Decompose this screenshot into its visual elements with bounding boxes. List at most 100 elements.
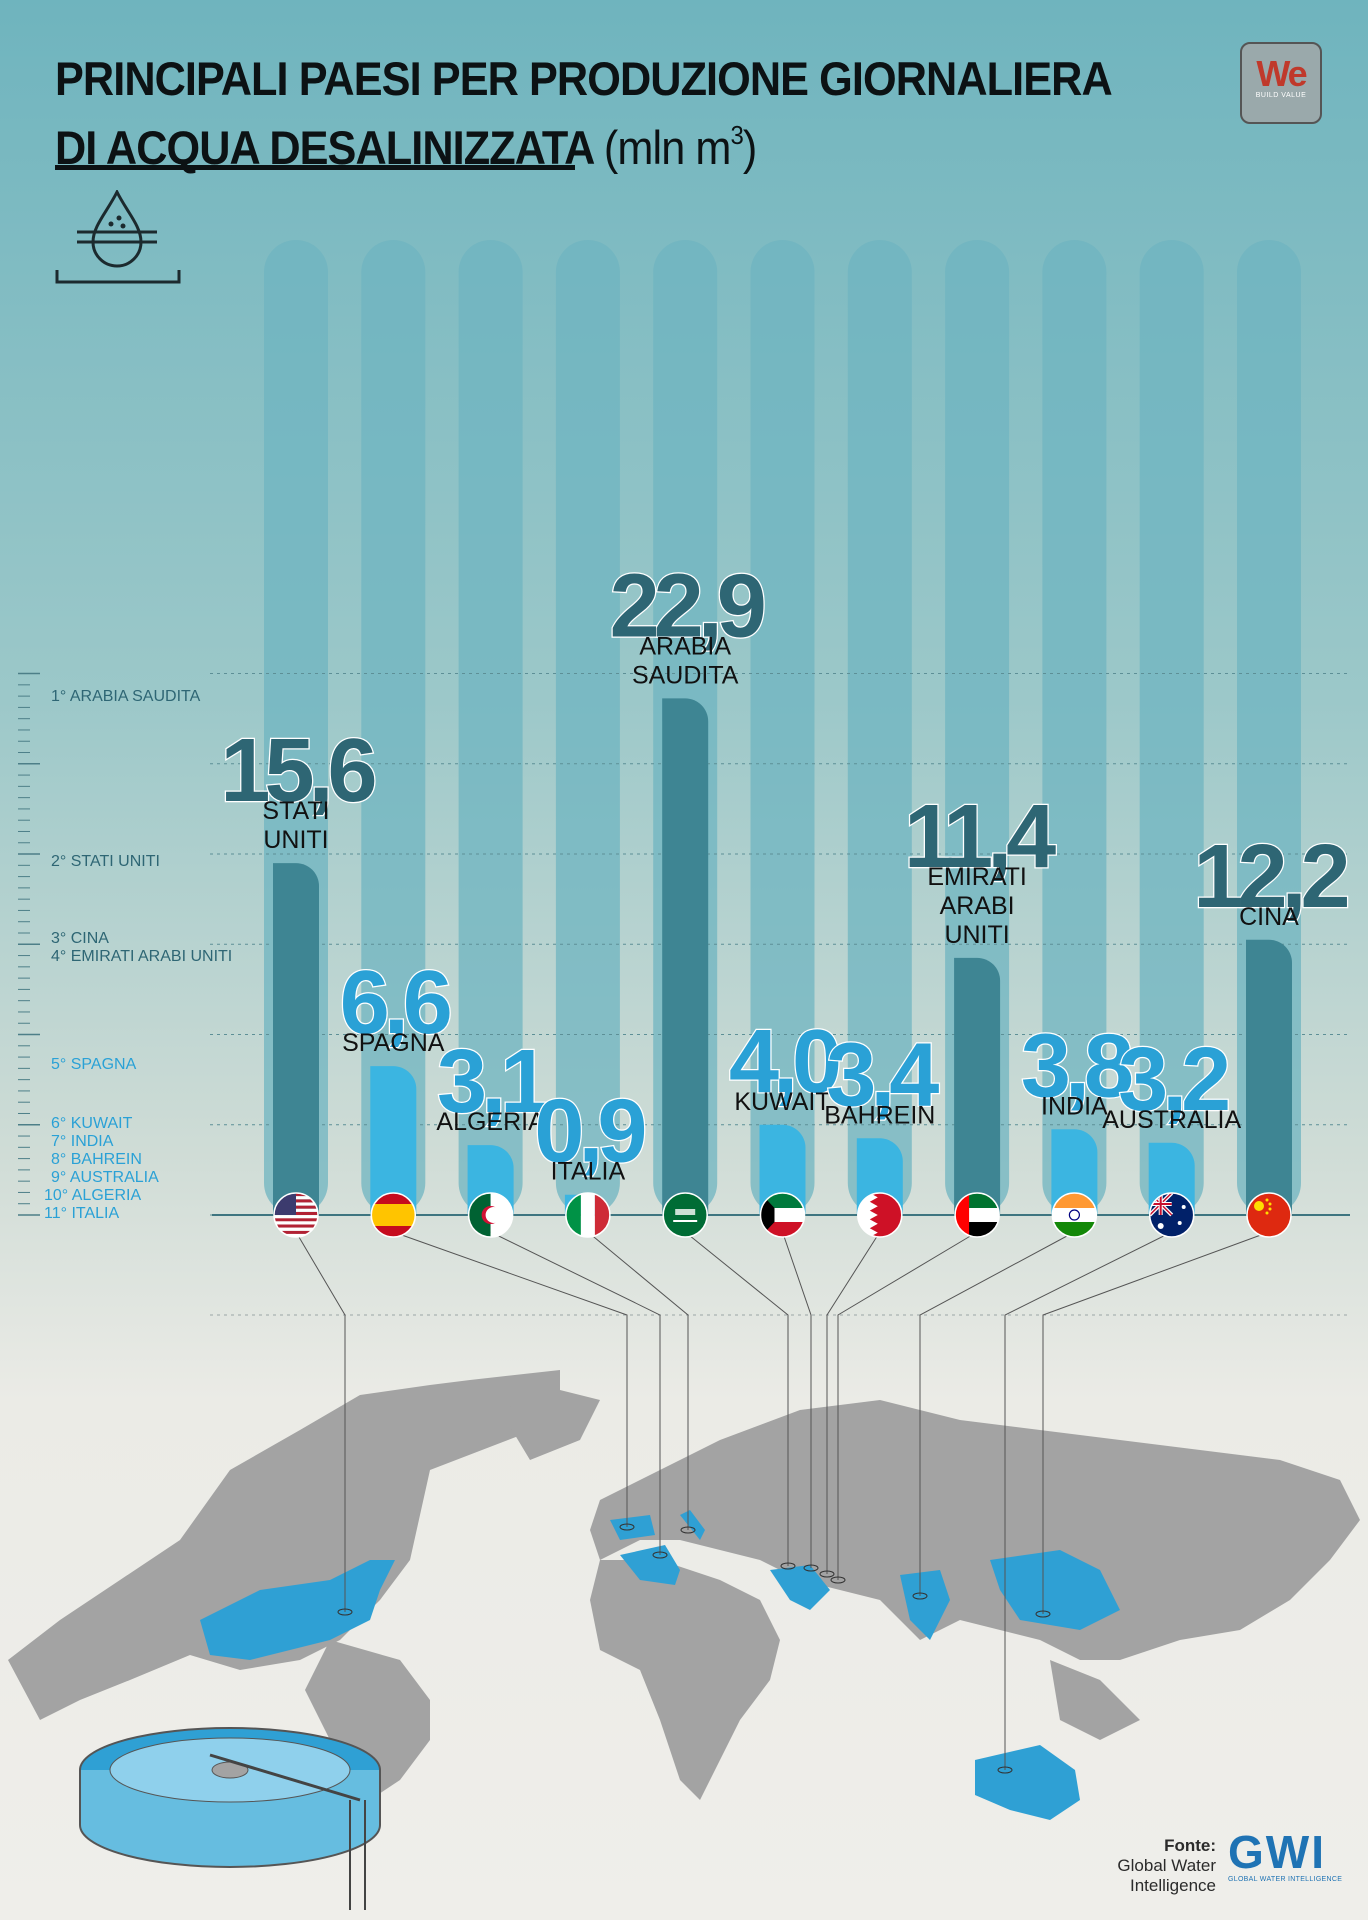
category-label: SPAGNA	[342, 1029, 445, 1057]
category-label: UNITI	[263, 826, 328, 854]
value-label: 11,4	[904, 787, 1056, 887]
rank-item: 5° SPAGNA	[51, 1056, 137, 1074]
leader-line	[919, 1231, 1075, 1596]
category-label: UNITI	[944, 921, 1009, 949]
value-label: 3,2	[1118, 1030, 1228, 1130]
bar-stati-uniti	[273, 863, 319, 1215]
map-pin	[680, 1526, 696, 1534]
map-land-africa	[590, 1560, 780, 1800]
map-land-south-america	[305, 1640, 430, 1800]
we-build-value-logo: We BUILD VALUE	[1240, 42, 1322, 124]
italy-flag	[565, 1192, 611, 1238]
bar-labels: 15,6STATIUNITI6,6SPAGNA3,1ALGERIA0,9ITAL…	[219, 555, 1355, 1186]
gwi-logo-letters: GWI	[1228, 1826, 1326, 1878]
map-pin	[619, 1523, 635, 1531]
category-label: INDIA	[1041, 1092, 1108, 1120]
leader-line	[295, 1231, 346, 1612]
map-land-southeast-asia	[1050, 1660, 1140, 1740]
title-unit-close: )	[742, 121, 757, 174]
australia-flag	[1148, 1192, 1195, 1238]
background-column	[361, 240, 426, 1215]
leader-line	[587, 1231, 689, 1530]
logo-text: We	[1256, 53, 1307, 94]
map-highlight-australia	[975, 1745, 1080, 1820]
page-title: PRINCIPALI PAESI PER PRODUZIONE GIORNALI…	[55, 50, 1113, 176]
background-column	[750, 240, 815, 1215]
saudi-arabia-flag	[662, 1192, 708, 1238]
flags	[273, 1192, 1292, 1238]
background-column	[555, 240, 620, 1215]
value-label: 3,8	[1021, 1016, 1132, 1116]
bar-emirati-arabi-uniti	[954, 957, 1001, 1215]
category-label: EMIRATI	[927, 863, 1027, 891]
bar-arabia-saudita	[662, 698, 709, 1215]
map-pin	[652, 1551, 668, 1559]
category-label: KUWAIT	[734, 1088, 830, 1116]
value-label: 0,9	[534, 1082, 644, 1182]
map-pin	[1035, 1610, 1051, 1618]
map-land-americas	[8, 1370, 560, 1720]
value-label: 4,0	[729, 1012, 839, 1112]
rank-item: 11° ITALIA	[44, 1204, 120, 1222]
gwi-logo: GWI GLOBAL WATER INTELLIGENCE	[1228, 1828, 1344, 1883]
desalination-tank-illustration	[79, 1727, 381, 1910]
map-highlight-algeria	[620, 1545, 680, 1585]
rank-item: 8° BAHREIN	[51, 1150, 142, 1168]
rank-item: 6° KUWAIT	[51, 1114, 133, 1132]
rank-item: 1° ARABIA SAUDITA	[51, 688, 201, 706]
category-label: ARABI	[940, 892, 1015, 920]
water-drop-icon	[55, 190, 181, 284]
algeria-flag	[467, 1192, 514, 1238]
map-highlight-arabia	[770, 1565, 830, 1610]
value-label: 3,1	[437, 1032, 548, 1132]
bar-spagna	[370, 1066, 417, 1215]
map-pin	[912, 1592, 928, 1600]
rank-item: 9° AUSTRALIA	[51, 1168, 159, 1186]
rank-item: 4° EMIRATI ARABI UNITI	[51, 947, 233, 965]
title-unit-text: (mln m	[603, 121, 732, 174]
usa-flag	[273, 1192, 319, 1238]
category-label: AUSTRALIA	[1102, 1106, 1241, 1134]
category-label: ARABIA	[639, 632, 731, 660]
source-credit: Fonte: Global Water Intelligence	[1100, 1836, 1216, 1896]
bar-kuwait	[759, 1124, 806, 1215]
rank-item: 10° ALGERIA	[44, 1186, 142, 1204]
leader-line	[826, 1231, 881, 1574]
category-label: ALGERIA	[436, 1108, 545, 1136]
map-land-eurasia	[590, 1400, 1360, 1660]
map-highlight-usa	[200, 1560, 395, 1660]
bar-cina	[1246, 939, 1292, 1215]
value-label: 3,4	[826, 1025, 939, 1125]
logo-subtext: BUILD VALUE	[1255, 92, 1307, 99]
source-line-2: Intelligence	[1129, 1876, 1216, 1895]
leader-line	[684, 1231, 789, 1566]
map-land-greenland	[500, 1390, 600, 1460]
title-line-1: PRINCIPALI PAESI PER PRODUZIONE GIORNALI…	[55, 52, 1113, 105]
map-pin	[337, 1608, 353, 1616]
background-column	[1139, 240, 1204, 1215]
leader-line	[1042, 1231, 1270, 1614]
value-label: 12,2	[1193, 827, 1347, 927]
title-unit: (mln m3)	[603, 120, 757, 174]
map-highlight-spain	[610, 1515, 655, 1540]
title-unit-sup: 3	[730, 120, 744, 150]
rank-item: 2° STATI UNITI	[51, 853, 160, 871]
title-underline	[55, 165, 575, 170]
map-pin	[780, 1562, 796, 1570]
category-label: CINA	[1239, 903, 1299, 931]
india-flag	[1051, 1192, 1098, 1238]
category-label: ITALIA	[551, 1158, 626, 1186]
leader-line	[490, 1231, 661, 1555]
map-highlight-china	[990, 1550, 1120, 1630]
category-label: SAUDITA	[632, 661, 739, 689]
category-label: STATI	[262, 797, 329, 825]
background-column	[1042, 240, 1107, 1215]
value-label: 15,6	[220, 721, 374, 821]
value-label: 22,9	[610, 556, 764, 656]
map-pin	[997, 1766, 1013, 1774]
bar-india	[1051, 1129, 1098, 1215]
map-pin	[830, 1576, 846, 1584]
source-line-1: Global Water	[1117, 1856, 1216, 1875]
